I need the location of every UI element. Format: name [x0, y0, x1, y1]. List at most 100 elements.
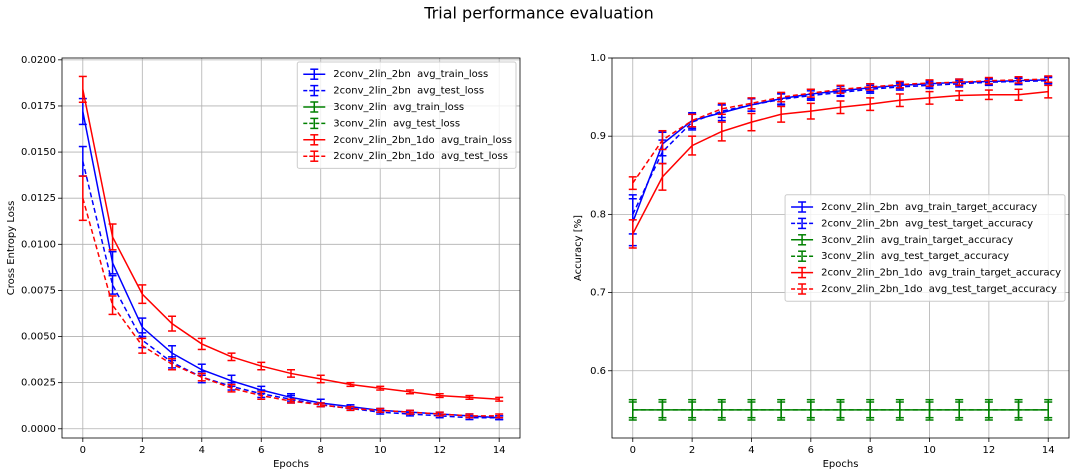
y-tick-label: 1.0 — [590, 53, 606, 64]
error-bar — [227, 352, 236, 362]
x-tick-label: 2 — [689, 445, 695, 456]
x-tick-label: 6 — [258, 445, 264, 456]
error-bar — [984, 89, 993, 101]
y-tick-label: 0.0000 — [21, 424, 56, 435]
error-bar — [376, 385, 385, 391]
legend-item: 2conv_2lin_2bn avg_train_target_accuracy — [791, 201, 1037, 213]
legend-item: 2conv_2lin_2bn_1do avg_train_target_accu… — [791, 266, 1061, 279]
legend-label: 2conv_2lin_2bn avg_train_target_accuracy — [821, 202, 1037, 213]
y-tick-label: 0.0200 — [21, 55, 56, 66]
legend: 2conv_2lin_2bn avg_train_loss 2conv_2lin_… — [296, 61, 517, 169]
error-bar — [984, 76, 993, 85]
legend-box — [296, 61, 517, 169]
error-bar — [806, 401, 815, 419]
error-bar — [1014, 401, 1023, 419]
error-bar — [777, 91, 786, 103]
error-bar — [895, 401, 904, 419]
error-bar — [806, 102, 815, 120]
error-bar — [717, 121, 726, 142]
error-bar — [658, 401, 667, 419]
legend-label: 3conv_2lin avg_train_loss — [333, 102, 464, 113]
error-bar — [688, 401, 697, 419]
error-bar — [925, 401, 934, 419]
x-tick-label: 6 — [808, 445, 814, 456]
x-tick-label: 12 — [433, 445, 446, 456]
error-bar — [955, 401, 964, 419]
error-bar — [346, 381, 355, 388]
x-tick-label: 8 — [318, 445, 324, 456]
x-tick-label: 2 — [139, 445, 145, 456]
x-tick-label: 4 — [748, 445, 754, 456]
error-bar — [955, 90, 964, 101]
error-bar — [227, 383, 236, 393]
error-bar — [717, 102, 726, 116]
error-bar — [688, 113, 697, 128]
y-tick-label: 0.0125 — [21, 193, 56, 204]
x-tick-label: 0 — [630, 445, 636, 456]
error-bar — [316, 374, 325, 384]
error-bar — [108, 295, 117, 316]
error-bar — [866, 97, 875, 112]
error-bar — [465, 413, 474, 419]
x-tick-label: 14 — [493, 445, 506, 456]
error-bar — [197, 337, 206, 351]
y-tick-label: 0.8 — [590, 209, 606, 220]
error-bar — [658, 162, 667, 191]
figure-title: Trial performance evaluation — [423, 4, 654, 23]
legend-box — [784, 194, 1066, 302]
error-bar — [257, 361, 266, 371]
legend-item: 3conv_2lin avg_test_loss — [303, 117, 460, 129]
y-tick-label: 0.0150 — [21, 147, 56, 158]
error-bar — [806, 88, 815, 98]
error-bar — [108, 223, 117, 251]
error-bar — [78, 75, 87, 104]
y-axis-label: Cross Entropy Loss — [6, 201, 17, 296]
x-tick-label: 10 — [374, 445, 387, 456]
error-bar — [495, 396, 504, 402]
error-bar — [984, 401, 993, 419]
error-bar — [405, 389, 414, 395]
error-bar — [316, 402, 325, 408]
error-bar — [628, 219, 637, 249]
legend-item: 3conv_2lin avg_train_loss — [303, 101, 464, 113]
error-bar — [895, 80, 904, 89]
error-bar — [138, 284, 147, 305]
error-bar — [495, 413, 504, 419]
error-bar — [925, 90, 934, 105]
error-bar — [895, 93, 904, 108]
error-bar — [747, 401, 756, 419]
error-bar — [836, 84, 845, 94]
error-bar — [1044, 75, 1053, 83]
legend-label: 2conv_2lin_2bn avg_test_loss — [333, 86, 484, 97]
error-bar — [925, 79, 934, 87]
error-bar — [628, 401, 637, 419]
error-bar — [405, 409, 414, 415]
error-bar — [1014, 76, 1023, 84]
error-bar — [1044, 401, 1053, 419]
error-bar — [777, 105, 786, 123]
axes: 0 2 4 6 8 10 12 14 0.0000 0.0025 0.0050 0.0075 0.010… — [6, 55, 521, 470]
legend-label: 2conv_2lin_2bn_1do avg_test_target_accur… — [821, 284, 1057, 295]
y-tick-label: 0.0175 — [21, 101, 56, 112]
error-bar — [866, 83, 875, 91]
legend-label: 2conv_2lin_2bn avg_train_loss — [333, 69, 488, 80]
error-bar — [836, 401, 845, 419]
x-tick-label: 8 — [867, 445, 873, 456]
series-line — [632, 79, 1049, 215]
error-bar — [866, 401, 875, 419]
legend-label: 2conv_2lin_2bn_1do avg_test_loss — [333, 151, 508, 162]
y-tick-label: 0.0050 — [21, 332, 56, 343]
x-tick-label: 0 — [80, 445, 86, 456]
error-bar — [257, 391, 266, 401]
axes-frame — [61, 57, 521, 439]
error-bar — [777, 401, 786, 419]
error-bar — [376, 407, 385, 413]
y-tick-label: 0.0075 — [21, 285, 56, 296]
error-bar — [346, 405, 355, 412]
axes: 0 2 4 6 8 10 12 14 0.6 0.7 0.8 0.9 1.0 Epochs Accuracy… — [573, 53, 1070, 470]
x-tick-label: 10 — [923, 445, 936, 456]
error-bar — [78, 175, 87, 222]
legend-label: 2conv_2lin_2bn_1do avg_train_target_accu… — [821, 268, 1061, 279]
legend-item: 2conv_2lin_2bn avg_train_loss — [303, 68, 488, 80]
error-bar — [168, 315, 177, 332]
